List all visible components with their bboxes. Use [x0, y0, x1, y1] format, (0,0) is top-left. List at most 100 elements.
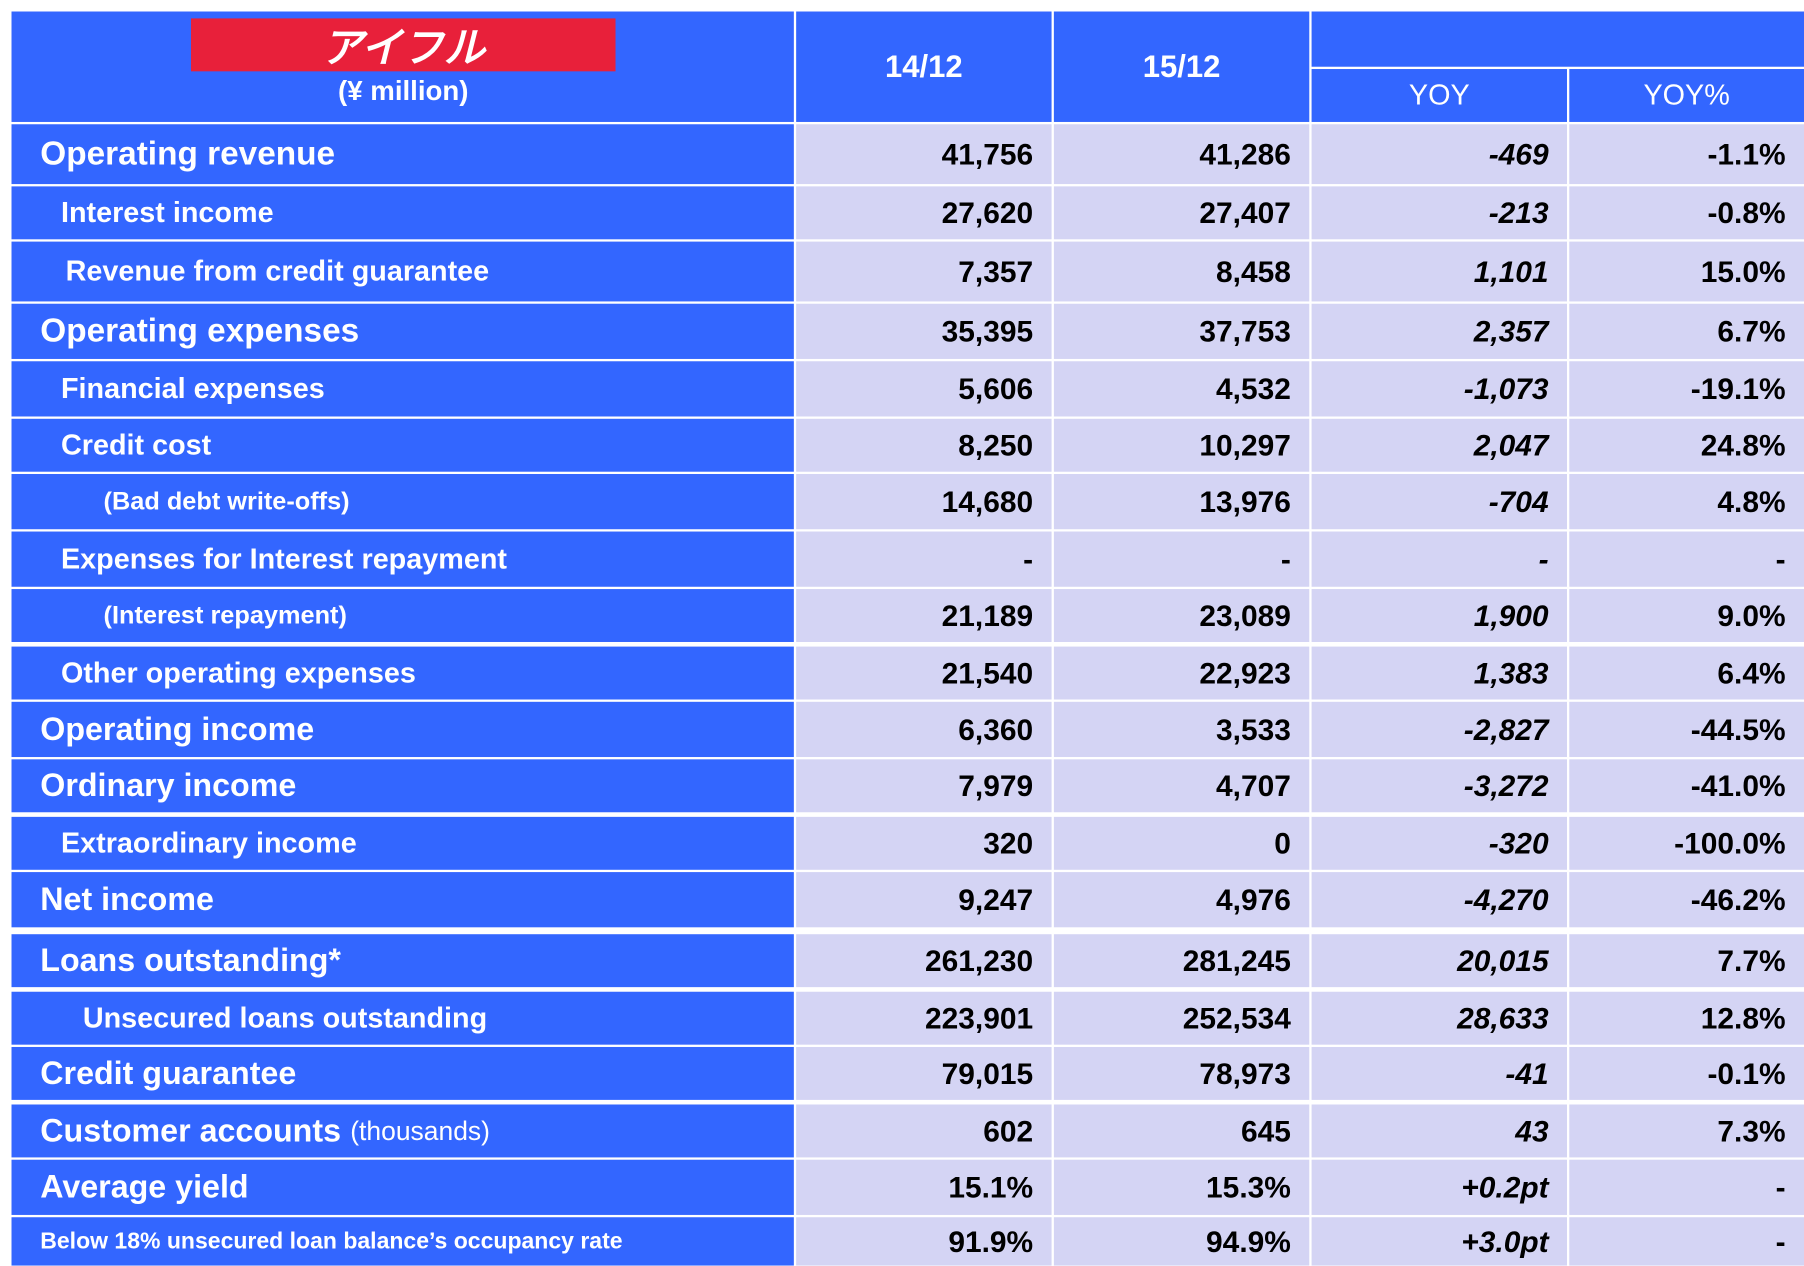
value-cell: -213 — [1311, 186, 1567, 240]
column-header: 14/12 — [796, 11, 1052, 122]
label-text: (Bad debt write-offs) — [103, 486, 350, 516]
value-cell: - — [1569, 531, 1804, 587]
value-cell: 4,976 — [1053, 872, 1310, 928]
value-cell: 28,633 — [1311, 991, 1567, 1045]
value-cell: -0.8% — [1569, 186, 1804, 240]
label-text: Operating expenses — [40, 312, 360, 350]
row-label: Operating income — [11, 701, 794, 758]
value-cell: 4,532 — [1053, 361, 1310, 417]
row-label: Credit guarantee — [11, 1046, 794, 1100]
value-cell: - — [1311, 531, 1567, 587]
value-cell: 10,297 — [1053, 418, 1310, 472]
value-cell: 79,015 — [796, 1046, 1052, 1100]
value-cell: -46.2% — [1569, 872, 1804, 928]
value-cell: 21,189 — [796, 589, 1052, 642]
label-text: Ordinary income — [40, 767, 297, 804]
value-cell: -1,073 — [1311, 361, 1567, 417]
value-cell: 41,756 — [796, 124, 1052, 185]
value-cell: 27,620 — [796, 186, 1052, 240]
value-cell: -41 — [1311, 1046, 1567, 1100]
row-label: Average yield — [11, 1159, 794, 1215]
value-cell: -3,272 — [1311, 759, 1567, 813]
row-label: Ordinary income — [11, 759, 794, 813]
value-cell: 6.4% — [1569, 646, 1804, 700]
value-cell: 7,357 — [796, 241, 1052, 302]
value-cell: 15.1% — [796, 1159, 1052, 1215]
label-text: Revenue from credit guarantee — [65, 254, 490, 288]
value-cell: 1,900 — [1311, 589, 1567, 642]
value-cell: 9.0% — [1569, 589, 1804, 642]
value-cell: 15.3% — [1053, 1159, 1310, 1215]
value-cell: 281,245 — [1053, 934, 1310, 988]
value-cell: +3.0pt — [1311, 1217, 1567, 1266]
value-cell: -19.1% — [1569, 361, 1804, 417]
label-text: Interest income — [60, 196, 274, 229]
row-label: Below 18% unsecured loan balance’s occup… — [11, 1217, 794, 1266]
value-cell: 78,973 — [1053, 1046, 1310, 1100]
value-cell: - — [1569, 1159, 1804, 1215]
value-cell: 12.8% — [1569, 991, 1804, 1045]
value-cell: 7.7% — [1569, 934, 1804, 988]
value-cell: 41,286 — [1053, 124, 1310, 185]
value-cell: -1.1% — [1569, 124, 1804, 185]
label-text: Other operating expenses — [60, 656, 416, 689]
value-cell: 1,383 — [1311, 646, 1567, 700]
label-text: Net income — [40, 881, 214, 917]
column-header: 15/12 — [1053, 11, 1310, 122]
value-cell: -44.5% — [1569, 701, 1804, 758]
value-cell: 14,680 — [796, 474, 1052, 530]
value-cell: -469 — [1311, 124, 1567, 185]
value-cell: 27,407 — [1053, 186, 1310, 240]
value-cell: 21,540 — [796, 646, 1052, 700]
logo: アイフル — [190, 18, 616, 72]
label-text: Extraordinary income — [60, 826, 357, 859]
value-cell: - — [1569, 1217, 1804, 1266]
value-cell: 4.8% — [1569, 474, 1804, 530]
row-label: Customer accounts (thousands) — [11, 1104, 794, 1158]
value-cell: -2,827 — [1311, 701, 1567, 758]
value-cell: 94.9% — [1053, 1217, 1310, 1266]
value-cell: -41.0% — [1569, 759, 1804, 813]
value-cell: - — [796, 531, 1052, 587]
value-cell: 43 — [1311, 1104, 1567, 1158]
value-cell: 5,606 — [796, 361, 1052, 417]
value-cell: 2,357 — [1311, 303, 1567, 359]
row-label: Operating expenses — [11, 303, 794, 359]
row-label: Other operating expenses — [11, 646, 794, 700]
value-cell: 2,047 — [1311, 418, 1567, 472]
label-text: Operating revenue — [40, 135, 336, 173]
value-cell: -100.0% — [1569, 816, 1804, 870]
row-label: (Bad debt write-offs) — [11, 474, 794, 530]
value-cell: 0 — [1053, 816, 1310, 870]
row-label: Interest income — [11, 186, 794, 240]
row-label: Expenses for Interest repayment — [11, 531, 794, 587]
value-cell: 23,089 — [1053, 589, 1310, 642]
value-cell: 6.7% — [1569, 303, 1804, 359]
label-text: Customer accounts — [40, 1112, 342, 1149]
value-cell: -320 — [1311, 816, 1567, 870]
value-cell: 602 — [796, 1104, 1052, 1158]
value-cell: -0.1% — [1569, 1046, 1804, 1100]
row-label: Net income — [11, 872, 794, 928]
label-text: Unsecured loans outstanding — [82, 1001, 488, 1034]
label-text: Credit guarantee — [40, 1055, 297, 1091]
value-cell: 3,533 — [1053, 701, 1310, 758]
value-cell: 20,015 — [1311, 934, 1567, 988]
value-cell: 6,360 — [796, 701, 1052, 758]
row-label: Financial expenses — [11, 361, 794, 417]
value-cell: 9,247 — [796, 872, 1052, 928]
value-cell: 1,101 — [1311, 241, 1567, 302]
value-cell: -704 — [1311, 474, 1567, 530]
value-cell: 261,230 — [796, 934, 1052, 988]
value-cell: 8,250 — [796, 418, 1052, 472]
label-note: (thousands) — [350, 1115, 490, 1146]
value-cell: 4,707 — [1053, 759, 1310, 813]
label-text: Expenses for Interest repayment — [60, 542, 507, 575]
value-cell: +0.2pt — [1311, 1159, 1567, 1215]
value-cell: 320 — [796, 816, 1052, 870]
row-label: Extraordinary income — [11, 816, 794, 870]
unit: (¥ million) — [338, 75, 469, 107]
value-cell: 13,976 — [1053, 474, 1310, 530]
value-cell: 7.3% — [1569, 1104, 1804, 1158]
